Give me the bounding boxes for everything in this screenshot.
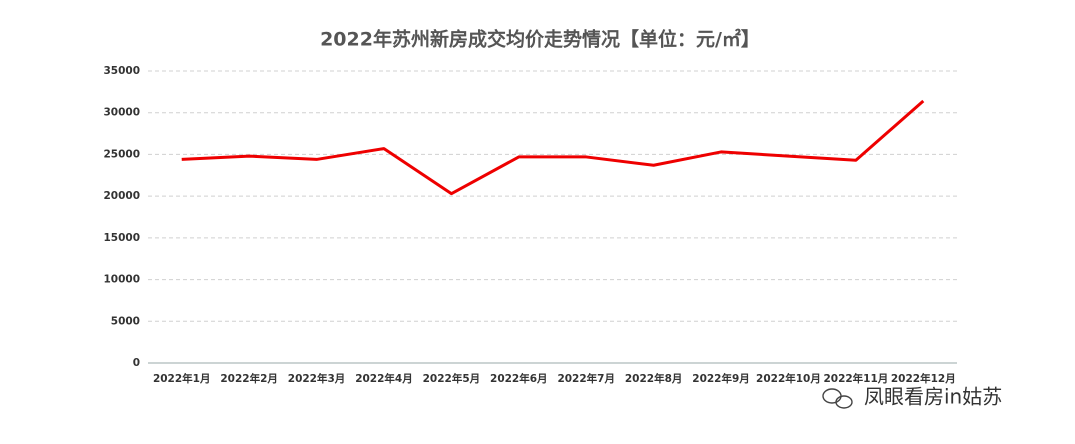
y-tick-label: 35000 bbox=[103, 65, 140, 77]
y-tick-label: 10000 bbox=[103, 274, 140, 286]
x-tick-label: 2022年4月 bbox=[355, 372, 413, 385]
x-tick-label: 2022年6月 bbox=[490, 372, 548, 385]
x-tick-label: 2022年2月 bbox=[220, 372, 278, 385]
x-tick-label: 2022年3月 bbox=[288, 372, 346, 385]
x-tick-label: 2022年8月 bbox=[625, 372, 683, 385]
y-tick-label: 25000 bbox=[103, 148, 140, 160]
y-tick-label: 30000 bbox=[103, 107, 140, 119]
watermark-icon bbox=[822, 388, 853, 409]
y-tick-label: 5000 bbox=[111, 315, 140, 327]
chart-title: 2022年苏州新房成交均价走势情况【单位：元/㎡】 bbox=[320, 28, 760, 51]
x-tick-label: 2022年11月 bbox=[823, 372, 888, 385]
y-tick-label: 15000 bbox=[103, 232, 140, 244]
x-tick-label: 2022年5月 bbox=[423, 372, 481, 385]
x-tick-label: 2022年10月 bbox=[756, 372, 821, 385]
y-tick-label: 0 bbox=[133, 357, 140, 369]
x-tick-label: 2022年7月 bbox=[557, 372, 615, 385]
watermark: 凤眼看房in姑苏 bbox=[864, 385, 1002, 409]
y-tick-label: 20000 bbox=[103, 190, 140, 202]
line bbox=[181, 99, 925, 196]
x-tick-label: 2022年1月 bbox=[153, 372, 211, 385]
x-tick-label: 2022年12月 bbox=[891, 372, 956, 385]
x-tick-label: 2022年9月 bbox=[692, 372, 750, 385]
